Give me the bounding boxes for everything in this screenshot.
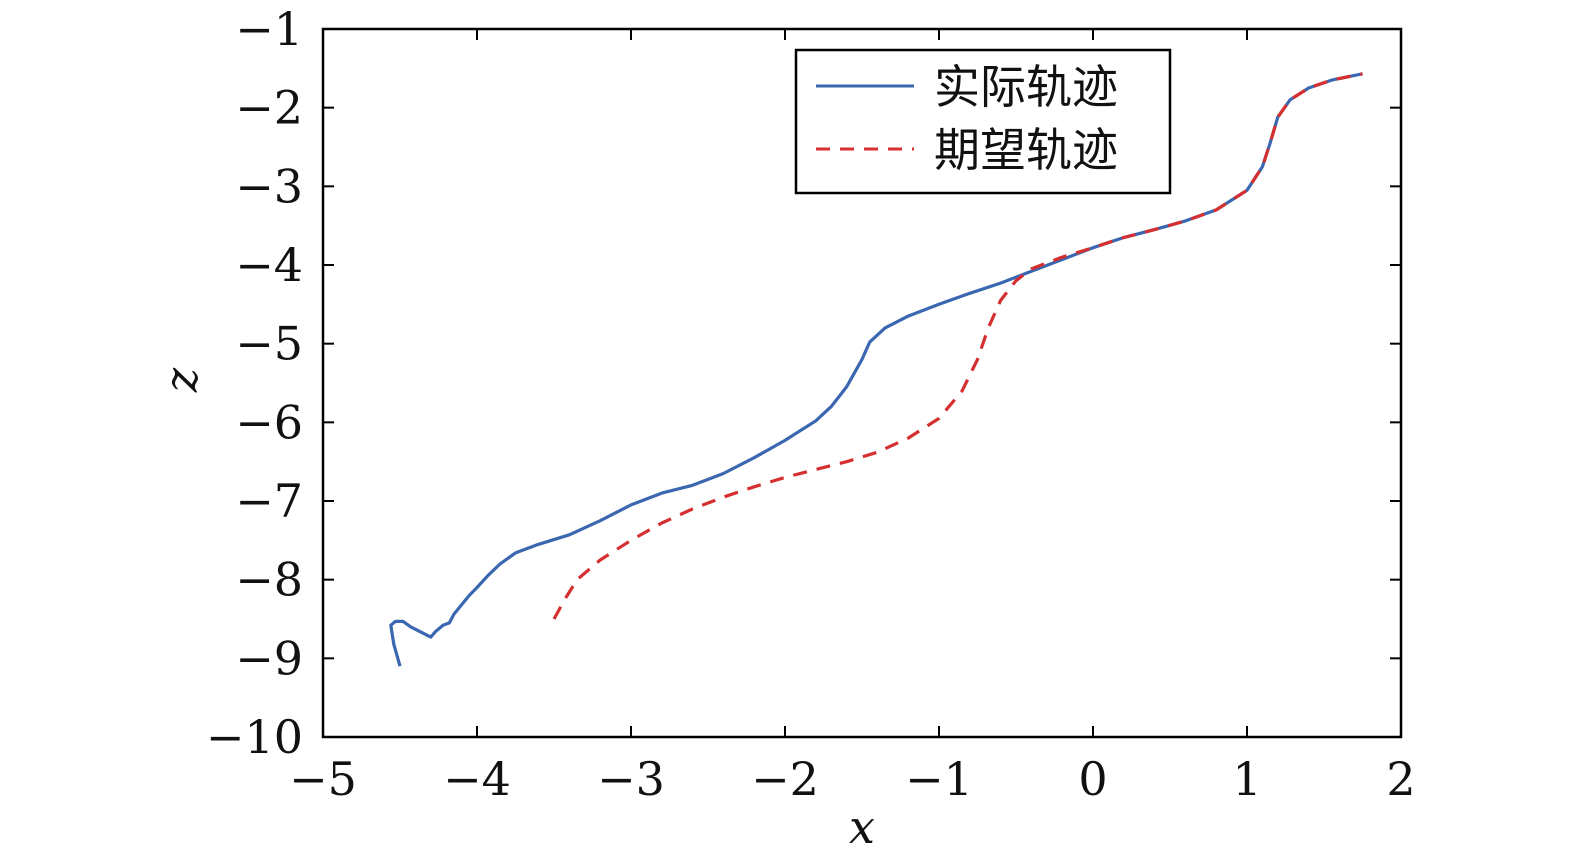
- series-line-expected: [552, 72, 1363, 620]
- y-tick-label: −2: [235, 81, 303, 135]
- y-tick-label: −8: [235, 553, 303, 607]
- series-layer: [389, 72, 1363, 667]
- y-tick-label: −9: [235, 631, 303, 685]
- y-tick-label: −10: [206, 710, 303, 764]
- y-tick-label: −5: [235, 317, 303, 371]
- y-tick-label: −6: [235, 395, 303, 449]
- y-tick-label: −1: [235, 2, 303, 56]
- y-tick-label: −4: [235, 238, 303, 292]
- legend-label-expected: 期望轨迹: [934, 123, 1118, 177]
- x-tick-label: −4: [443, 752, 511, 806]
- x-tick-label: 1: [1232, 752, 1261, 806]
- x-tick-label: −1: [905, 752, 973, 806]
- x-axis-label: x: [849, 800, 875, 854]
- legend-label-actual: 实际轨迹: [934, 60, 1118, 114]
- plot-frame: [321, 27, 1403, 739]
- y-tick-label: −3: [235, 159, 303, 213]
- x-tick-label: 0: [1078, 752, 1107, 806]
- x-tick-label: 2: [1386, 752, 1415, 806]
- y-tick-label: −7: [235, 474, 303, 528]
- y-axis-label: z: [154, 367, 208, 393]
- x-tick-label: −3: [597, 752, 665, 806]
- ticks-layer: [322, 28, 1402, 738]
- tick-labels-layer: −5 −4 −3 −2 −1 0 1 2−1−2−3−4−5−6−7−8−9−10: [206, 2, 1416, 806]
- x-tick-label: −5: [289, 752, 357, 806]
- legend: 实际轨迹 期望轨迹: [794, 48, 1172, 195]
- legend-box: [794, 48, 1172, 195]
- x-tick-label: −2: [751, 752, 819, 806]
